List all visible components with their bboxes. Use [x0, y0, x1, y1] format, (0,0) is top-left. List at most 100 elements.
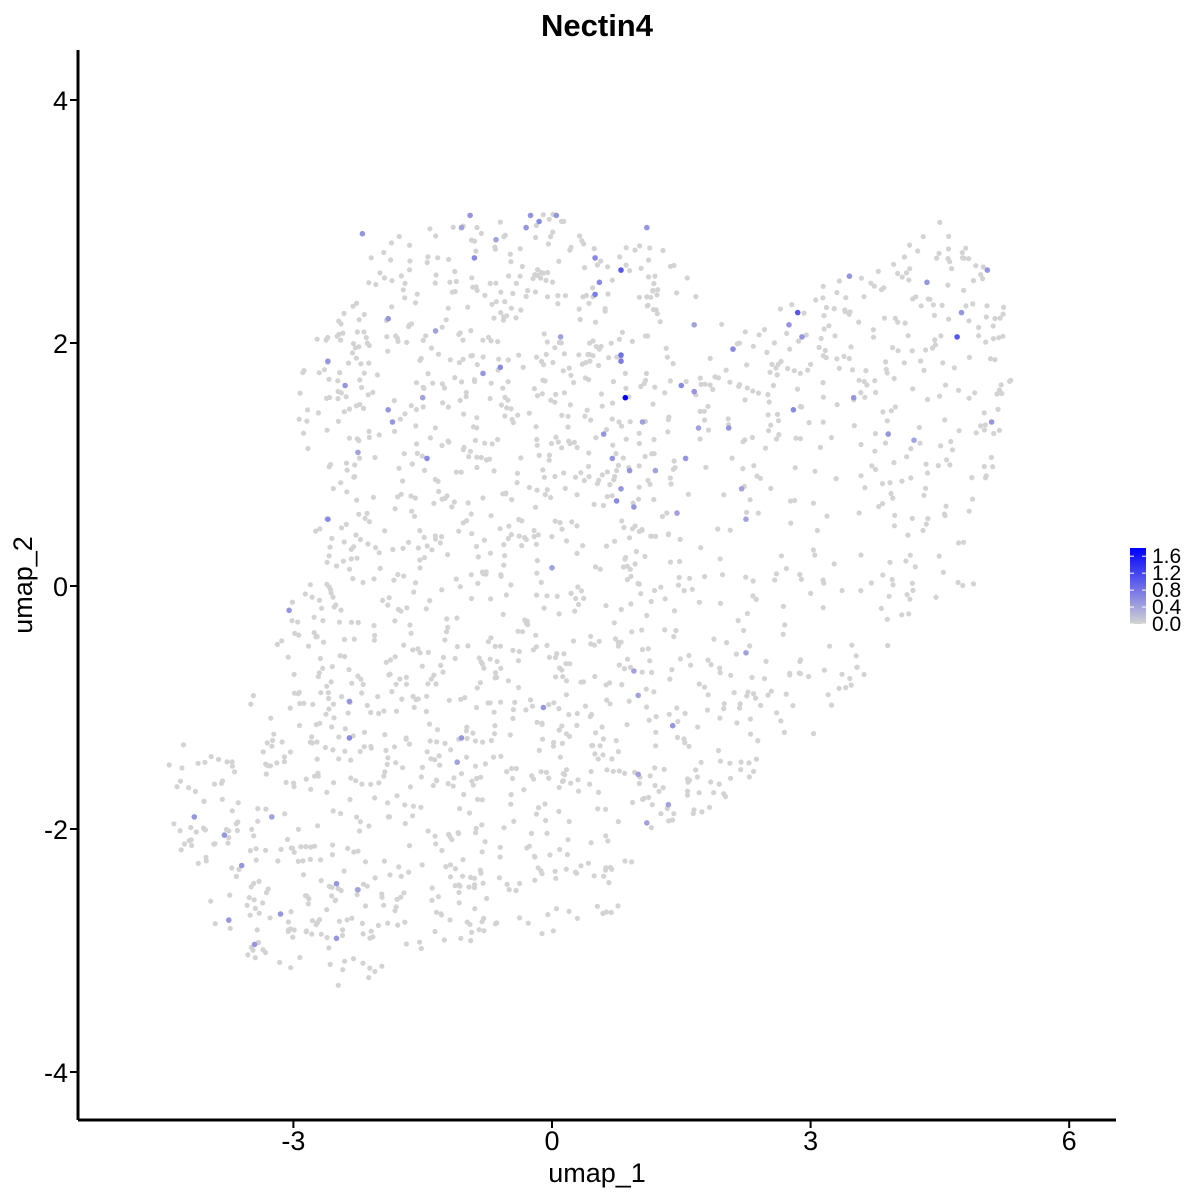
cell-point — [904, 454, 910, 460]
cell-point — [959, 255, 966, 261]
cell-point — [544, 642, 550, 649]
cell-point — [808, 590, 814, 597]
cell-point — [347, 796, 353, 803]
cell-point — [643, 370, 650, 377]
expressing-cell-point — [557, 334, 564, 340]
cell-point — [502, 299, 508, 305]
cell-point — [610, 768, 616, 774]
cell-point — [540, 467, 546, 473]
expressing-cell-point — [389, 419, 396, 425]
cell-point — [476, 655, 482, 661]
cell-point — [501, 542, 507, 548]
cell-point — [338, 525, 345, 531]
cell-point — [895, 270, 901, 277]
cell-point — [734, 341, 740, 347]
cell-point — [886, 593, 892, 599]
cell-point — [592, 564, 599, 570]
cell-point — [323, 711, 329, 717]
cell-point — [996, 387, 1003, 393]
cell-point — [317, 720, 323, 726]
cell-point — [708, 779, 714, 785]
cell-point — [166, 762, 172, 768]
cell-point — [717, 556, 723, 562]
cell-point — [330, 842, 336, 848]
expressing-cell-point — [738, 486, 745, 492]
cell-point — [393, 708, 400, 714]
cell-point — [473, 830, 479, 836]
cell-point — [247, 912, 253, 918]
cell-point — [565, 413, 571, 419]
cell-point — [529, 773, 535, 779]
cell-point — [409, 461, 415, 467]
cell-point — [487, 656, 493, 662]
cell-point — [371, 576, 377, 582]
cell-point — [468, 874, 474, 881]
cell-point — [382, 528, 388, 534]
cell-point — [562, 293, 569, 299]
cell-point — [444, 493, 450, 499]
cell-point — [479, 919, 485, 925]
cell-point — [534, 487, 540, 493]
cell-point — [473, 825, 479, 832]
cell-point — [405, 539, 412, 545]
cell-point — [612, 636, 619, 642]
cell-point — [208, 754, 214, 760]
cell-point — [570, 638, 577, 644]
cell-point — [352, 474, 358, 480]
cell-point — [428, 676, 434, 682]
cell-point — [514, 470, 521, 476]
expressing-cell-point — [786, 322, 792, 328]
cell-point — [318, 690, 324, 696]
cell-point — [346, 566, 353, 572]
cell-point — [648, 294, 654, 300]
expressing-cell-point — [846, 273, 853, 280]
cell-point — [762, 445, 769, 451]
cell-point — [413, 423, 419, 429]
cell-point — [539, 931, 545, 937]
cell-point — [337, 370, 343, 376]
cell-point — [490, 754, 497, 760]
cell-point — [548, 440, 555, 447]
cell-point — [464, 754, 470, 760]
cell-point — [216, 756, 222, 763]
cell-point — [769, 361, 775, 367]
cell-point — [574, 710, 580, 717]
cell-point — [326, 695, 332, 702]
cell-point — [439, 496, 445, 502]
cell-point — [828, 435, 835, 441]
cell-point — [386, 595, 392, 601]
cell-point — [253, 846, 259, 852]
cell-point — [518, 455, 524, 461]
cell-point — [549, 534, 555, 540]
cell-point — [181, 841, 188, 847]
cell-point — [551, 700, 557, 706]
cell-point — [502, 232, 508, 238]
cell-point — [329, 884, 335, 891]
cell-point — [432, 928, 438, 935]
cell-point — [411, 513, 418, 519]
cell-point — [419, 862, 425, 868]
cell-point — [581, 265, 588, 271]
cell-point — [349, 915, 355, 921]
cell-point — [611, 620, 617, 626]
cell-point — [251, 897, 257, 903]
cell-point — [281, 759, 287, 765]
cell-point — [883, 359, 889, 365]
cell-point — [690, 810, 696, 817]
cell-point — [414, 450, 420, 456]
cell-point — [360, 931, 366, 937]
cell-point — [585, 463, 592, 470]
cell-point — [285, 654, 291, 660]
cell-point — [659, 513, 666, 520]
cell-point — [833, 476, 839, 482]
cell-point — [906, 277, 912, 283]
expressing-cell-point — [911, 437, 917, 444]
cell-point — [641, 795, 647, 801]
cell-point — [341, 310, 347, 317]
cell-point — [442, 637, 448, 643]
cell-point — [360, 960, 366, 966]
cell-point — [265, 763, 271, 769]
cell-point — [920, 527, 926, 534]
cell-point — [885, 642, 891, 649]
cell-point — [366, 360, 372, 366]
